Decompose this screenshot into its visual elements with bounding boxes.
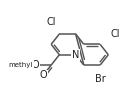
Text: O: O xyxy=(39,70,47,80)
Text: Cl: Cl xyxy=(46,17,56,27)
Text: Br: Br xyxy=(95,74,106,84)
Text: methyl: methyl xyxy=(9,62,33,68)
Text: N: N xyxy=(72,50,79,60)
Text: O: O xyxy=(31,60,39,70)
Text: Cl: Cl xyxy=(110,29,120,39)
